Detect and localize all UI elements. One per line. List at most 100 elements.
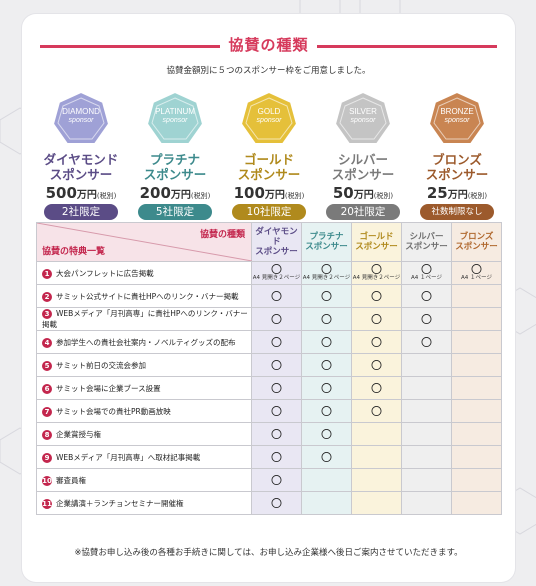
cell-note: A4 見開き２ページ xyxy=(252,275,301,281)
sponsor-limit-badge: 10社限定 xyxy=(232,204,306,220)
included-mark: 〇 xyxy=(371,404,382,418)
sponsor-limit-badge: 社数制限なし xyxy=(420,204,494,220)
benefit-mark-cell: 〇 xyxy=(251,330,302,354)
benefit-mark-cell xyxy=(451,330,502,354)
benefit-mark-cell: 〇 xyxy=(301,330,352,354)
column-header: ブロンズ スポンサー xyxy=(451,222,502,262)
cell-note: A4 １ページ xyxy=(461,275,492,281)
medal-label: GOLD xyxy=(257,107,281,116)
sponsor-limit-badge: 5社限定 xyxy=(138,204,212,220)
table-header-row: 協賛の種類 協賛の特典一覧 ダイヤモンド スポンサー プラチナ スポンサー ゴールド スポンサ… xyxy=(36,222,502,262)
row-number: 9 xyxy=(42,452,52,463)
benefit-mark-cell xyxy=(351,422,402,446)
row-number: 5 xyxy=(42,360,52,371)
title-rule-right xyxy=(317,45,497,48)
cell-note: A4 見開き２ページ xyxy=(302,275,351,281)
included-mark: 〇 xyxy=(421,289,432,303)
benefit-mark-cell: 〇 xyxy=(351,284,402,308)
diagonal-divider xyxy=(37,223,252,261)
sponsor-price: 50万円(税別) xyxy=(332,184,394,202)
included-mark: 〇 xyxy=(321,427,332,441)
benefit-label: 企業賞授与権 xyxy=(56,429,101,439)
included-mark: 〇 xyxy=(371,263,382,276)
row-number: 6 xyxy=(42,383,52,394)
benefit-mark-cell xyxy=(451,284,502,308)
benefit-mark-cell xyxy=(401,445,452,469)
benefits-table: 協賛の種類 協賛の特典一覧 ダイヤモンド スポンサー プラチナ スポンサー ゴールド スポンサ… xyxy=(36,222,502,515)
benefit-mark-cell xyxy=(301,491,352,515)
benefit-mark-cell: 〇 xyxy=(301,353,352,377)
benefit-label: 審査員権 xyxy=(56,475,86,485)
cell-note: A4 １ページ xyxy=(411,275,442,281)
medal-sub-label: sponsor xyxy=(444,117,470,124)
medal-label: DIAMOND xyxy=(62,107,100,116)
sponsor-price: 500万円(税別) xyxy=(45,184,117,202)
included-mark: 〇 xyxy=(371,358,382,372)
included-mark: 〇 xyxy=(471,263,482,276)
benefit-mark-cell: 〇 xyxy=(301,399,352,423)
table-row: 9 WEBメディア「月刊高専」へ取材記事掲載 〇 〇 xyxy=(36,445,502,469)
benefit-mark-cell: 〇 A4 見開き２ページ xyxy=(301,261,352,285)
included-mark: 〇 xyxy=(421,335,432,349)
column-header: シルバー スポンサー xyxy=(401,222,452,262)
benefit-mark-cell: 〇 xyxy=(251,468,302,492)
benefit-label: WEBメディア「月刊高専」へ取材記事掲載 xyxy=(56,452,201,462)
benefit-label: サミット公式サイトに貴社HPへのリンク・バナー掲載 xyxy=(56,291,239,301)
benefit-mark-cell xyxy=(401,376,452,400)
included-mark: 〇 xyxy=(271,335,282,349)
benefit-mark-cell: 〇 xyxy=(251,399,302,423)
row-number: 1 xyxy=(42,268,52,279)
table-row: 6 サミット会場に企業ブース設置 〇 〇 〇 xyxy=(36,376,502,400)
sponsor-name: プラチナ スポンサー xyxy=(143,152,207,182)
benefit-mark-cell: 〇 xyxy=(351,399,402,423)
sponsor-price: 25万円(税別) xyxy=(426,184,488,202)
included-mark: 〇 xyxy=(271,289,282,303)
included-mark: 〇 xyxy=(371,335,382,349)
medal-icon: GOLD sponsor xyxy=(239,90,299,150)
sponsor-tier-platinum: PLATINUM sponsor プラチナ スポンサー 200万円(税別) 5社限定 xyxy=(130,90,220,220)
sponsor-price: 100万円(税別) xyxy=(233,184,305,202)
row-number: 8 xyxy=(42,429,52,440)
row-number: 3 xyxy=(42,309,52,319)
benefit-mark-cell xyxy=(451,422,502,446)
included-mark: 〇 xyxy=(271,404,282,418)
column-header: プラチナ スポンサー xyxy=(301,222,352,262)
medal-label: SILVER xyxy=(349,107,377,116)
sponsor-name: シルバー スポンサー xyxy=(331,152,395,182)
benefit-mark-cell: 〇 xyxy=(301,445,352,469)
included-mark: 〇 xyxy=(271,381,282,395)
table-row: 8 企業賞授与権 〇 〇 xyxy=(36,422,502,446)
benefit-cell: 11 企業講演＋ランチョンセミナー開催権 xyxy=(36,491,252,515)
sponsor-tier-gold: GOLD sponsor ゴールド スポンサー 100万円(税別) 10社限定 xyxy=(224,90,314,220)
table-row: 1 大会パンフレットに広告掲載〇 A4 見開き２ページ〇 A4 見開き２ページ〇 A4 … xyxy=(36,261,502,285)
included-mark: 〇 xyxy=(321,404,332,418)
benefit-cell: 8 企業賞授与権 xyxy=(36,422,252,446)
medal-sub-label: sponsor xyxy=(68,117,94,124)
sponsorship-card: 協賛の種類 協賛金額別に５つのスポンサー枠をご用意しました。 DIAMOND sp… xyxy=(22,14,515,582)
benefit-mark-cell: 〇 xyxy=(401,307,452,331)
row-number: 10 xyxy=(42,475,52,486)
benefit-mark-cell: 〇 xyxy=(251,376,302,400)
header-benefit-label: 協賛の特典一覧 xyxy=(42,247,106,257)
column-header: ゴールド スポンサー xyxy=(351,222,402,262)
benefit-mark-cell: 〇 A4 １ページ xyxy=(451,261,502,285)
benefit-label: 参加学生への貴社会社案内・ノベルティグッズの配布 xyxy=(56,337,236,347)
table-row: 4 参加学生への貴社会社案内・ノベルティグッズの配布 〇 〇 〇 〇 xyxy=(36,330,502,354)
benefit-cell: 6 サミット会場に企業ブース設置 xyxy=(36,376,252,400)
included-mark: 〇 xyxy=(271,427,282,441)
benefit-mark-cell xyxy=(401,491,452,515)
benefit-cell: 9 WEBメディア「月刊高専」へ取材記事掲載 xyxy=(36,445,252,469)
benefit-cell: 1 大会パンフレットに広告掲載 xyxy=(36,261,252,285)
benefit-label: WEBメディア「月刊高専」に貴社HPへのリンク・バナー掲載 xyxy=(42,309,248,329)
table-row: 11 企業講演＋ランチョンセミナー開催権 〇 xyxy=(36,491,502,515)
included-mark: 〇 xyxy=(271,263,282,276)
table-row: 5 サミット前日の交流会参加 〇 〇 〇 xyxy=(36,353,502,377)
benefit-mark-cell xyxy=(401,399,452,423)
benefit-mark-cell xyxy=(401,468,452,492)
benefit-label: 企業講演＋ランチョンセミナー開催権 xyxy=(56,498,184,508)
benefit-cell: 10 審査員権 xyxy=(36,468,252,492)
row-number: 2 xyxy=(42,291,52,302)
benefit-mark-cell: 〇 xyxy=(301,284,352,308)
medal-label: PLATINUM xyxy=(155,107,195,116)
included-mark: 〇 xyxy=(321,450,332,464)
